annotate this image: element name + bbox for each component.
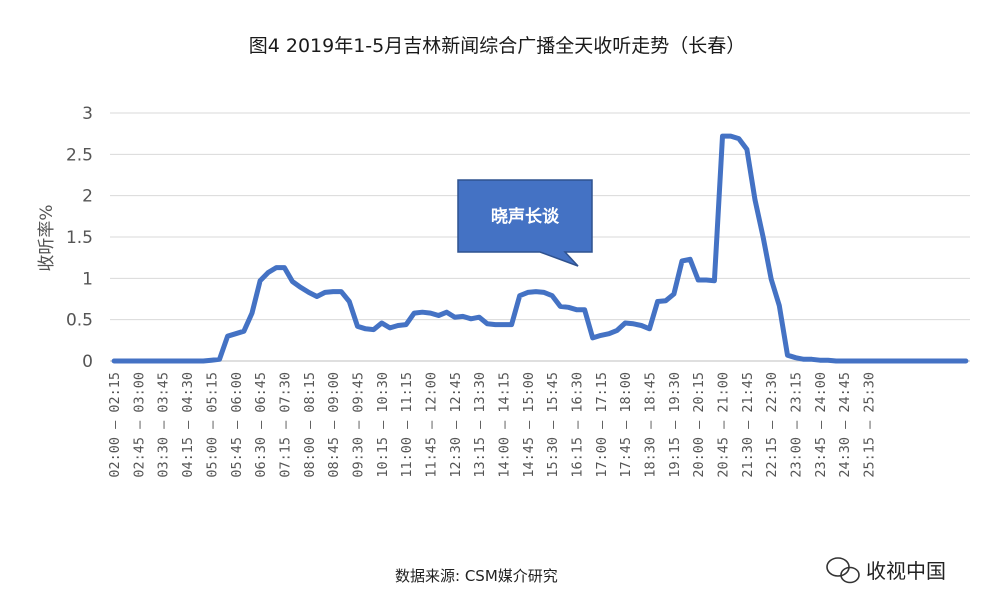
y-axis-ticks: 0 0.5 1 1.5 2 2.5 3 (66, 104, 93, 372)
x-tick-label: 11:45 – 12:00 (424, 372, 440, 478)
y-tick-label: 1.5 (66, 228, 93, 248)
x-tick-label: 09:30 – 09:45 (351, 372, 367, 478)
wechat-icon (826, 557, 860, 584)
x-tick-label: 17:00 – 17:15 (594, 372, 610, 478)
x-tick-label: 05:45 – 06:00 (229, 372, 245, 478)
x-tick-label: 02:45 – 03:00 (131, 372, 147, 478)
x-tick-label: 07:15 – 07:30 (277, 372, 293, 478)
y-tick-label: 2 (82, 187, 93, 207)
callout-text: 晓声长谈 (491, 206, 560, 227)
x-tick-label: 08:45 – 09:00 (326, 372, 342, 478)
x-axis-ticks: 02:00 – 02:15 02:45 – 03:00 03:30 – 03:45 0… (107, 372, 878, 478)
y-tick-label: 0 (82, 352, 93, 372)
callout-box (457, 179, 593, 267)
x-tick-label: 14:45 – 15:00 (521, 372, 537, 478)
x-tick-label: 13:15 – 13:30 (472, 372, 488, 478)
x-tick-label: 18:30 – 18:45 (643, 372, 659, 478)
x-tick-label: 02:00 – 02:15 (107, 372, 123, 478)
y-axis-label: 收听率% (37, 204, 57, 271)
x-tick-label: 06:30 – 06:45 (253, 372, 269, 478)
x-tick-label: 23:00 – 23:15 (789, 372, 805, 478)
y-tick-label: 0.5 (66, 311, 93, 331)
source-note: 数据来源: CSM媒介研究 (395, 567, 558, 585)
chart-title: 图4 2019年1-5月吉林新闻综合广播全天收听走势（长春） (249, 35, 746, 57)
x-tick-label: 15:30 – 15:45 (545, 372, 561, 478)
x-tick-label: 20:45 – 21:00 (716, 372, 732, 478)
x-tick-label: 25:15 – 25:30 (862, 372, 878, 478)
y-tick-label: 2.5 (66, 145, 93, 165)
x-tick-label: 10:15 – 10:30 (375, 372, 391, 478)
y-tick-label: 1 (82, 269, 93, 289)
x-tick-label: 05:00 – 05:15 (204, 372, 220, 478)
x-tick-label: 21:30 – 21:45 (740, 372, 756, 478)
callout: 晓声长谈 (457, 179, 593, 267)
x-tick-label: 14:00 – 14:15 (497, 372, 513, 478)
x-tick-label: 24:30 – 24:45 (837, 372, 853, 478)
x-tick-label: 20:00 – 20:15 (691, 372, 707, 478)
series-line (111, 133, 969, 364)
x-tick-label: 22:15 – 22:30 (764, 372, 780, 478)
y-tick-label: 3 (82, 104, 93, 124)
x-tick-label: 12:30 – 12:45 (448, 372, 464, 478)
x-tick-label: 04:15 – 04:30 (180, 372, 196, 478)
watermark-text: 收视中国 (866, 559, 946, 583)
x-tick-label: 03:30 – 03:45 (156, 372, 172, 478)
x-tick-label: 11:00 – 11:15 (399, 372, 415, 478)
x-tick-label: 19:15 – 19:30 (667, 372, 683, 478)
watermark: 收视中国 (826, 557, 946, 584)
x-tick-label: 23:45 – 24:00 (813, 372, 829, 478)
x-tick-label: 16:15 – 16:30 (570, 372, 586, 478)
x-tick-label: 17:45 – 18:00 (618, 372, 634, 478)
x-tick-label: 08:00 – 08:15 (302, 372, 318, 478)
